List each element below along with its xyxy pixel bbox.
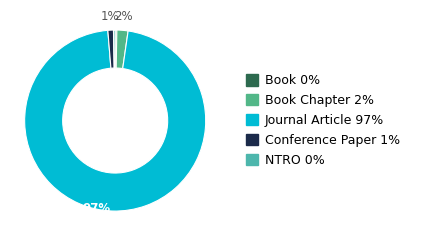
Text: 97%: 97%	[82, 202, 111, 215]
Wedge shape	[25, 30, 206, 211]
Text: 2%: 2%	[114, 10, 133, 23]
Text: 1%: 1%	[101, 10, 119, 23]
Wedge shape	[116, 30, 128, 69]
Wedge shape	[113, 30, 115, 68]
Wedge shape	[108, 30, 114, 68]
Legend: Book 0%, Book Chapter 2%, Journal Article 97%, Conference Paper 1%, NTRO 0%: Book 0%, Book Chapter 2%, Journal Articl…	[246, 74, 400, 167]
Wedge shape	[115, 30, 117, 68]
